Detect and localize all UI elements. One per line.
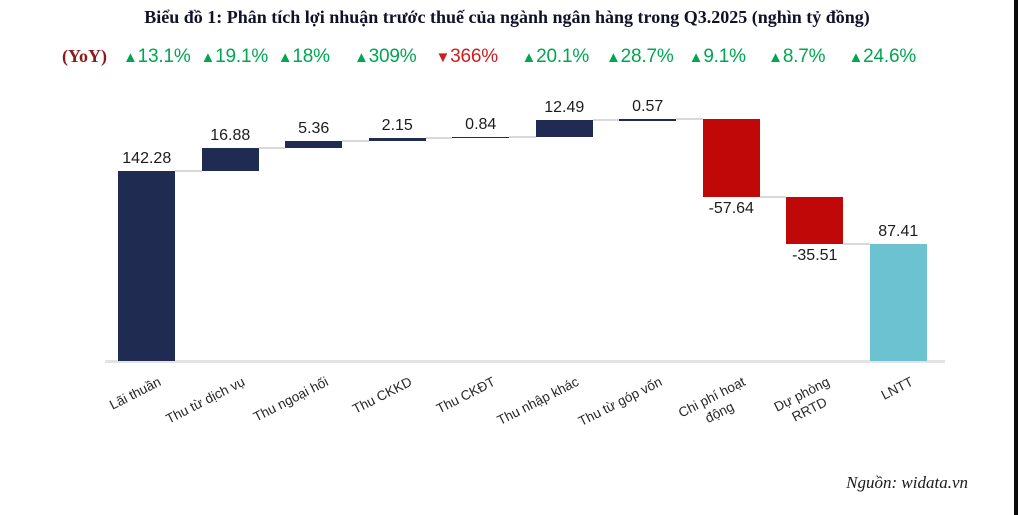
yoy-value: 24.6% [863,46,917,67]
waterfall-bar [869,244,927,361]
bar-value-label: 0.57 [632,98,664,116]
connector-line [258,147,286,150]
bar-value-label: -35.51 [792,247,838,265]
waterfall-bar [702,119,760,197]
connector-line [175,169,202,172]
triangle-up-icon: ▲ [848,49,864,66]
waterfall-bar [535,120,593,137]
waterfall-bar [118,170,176,361]
bar-value-label: 0.84 [465,115,497,133]
triangle-up-icon: ▲ [354,49,369,66]
waterfall-bar [285,140,343,149]
connector-line [676,118,703,121]
yoy-item: ▲20.1% [495,46,615,68]
bar-value-label: -57.64 [708,199,754,217]
x-axis-tick-label: Chi phí hoạt động [676,374,749,426]
connector-line [592,119,620,122]
yoy-value: 28.7% [620,46,674,67]
yoy-value: 9.1% [703,46,746,67]
yoy-item: ▼366% [407,46,527,68]
triangle-up-icon: ▲ [688,49,704,66]
yoy-item: ▲19.1% [174,46,294,68]
bar-value-label: 12.49 [544,99,585,117]
waterfall-bar [452,136,510,139]
yoy-item: ▲24.6% [822,46,942,68]
yoy-item: ▲28.7% [580,46,700,68]
connector-line [843,243,870,246]
bar-value-label: 142.28 [122,149,172,167]
chart-title: Biểu đồ 1: Phân tích lợi nhuận trước thu… [144,7,870,27]
waterfall-bar [368,137,426,141]
yoy-value: 309% [368,46,417,67]
yoy-value: 18% [292,46,330,67]
bar-value-label: 5.36 [298,119,330,137]
triangle-up-icon: ▲ [200,49,216,66]
page-right-border [1014,0,1018,515]
triangle-up-icon: ▲ [768,49,783,66]
x-axis-tick-label: Lãi thuần [107,374,164,413]
connector-line [425,136,453,139]
yoy-item: ▲309% [325,46,445,68]
connector-line [759,195,787,198]
yoy-value: 8.7% [782,46,826,67]
x-axis-tick-label: Thu ngoại hối [250,374,331,425]
triangle-down-icon: ▼ [435,49,451,66]
yoy-value: 19.1% [215,46,269,67]
source-attribution: Nguồn: widata.vn [846,473,968,492]
waterfall-bar [786,196,844,245]
triangle-up-icon: ▲ [122,49,138,66]
bar-value-label: 16.88 [210,127,251,145]
x-axis-line [105,360,945,363]
yoy-value: 366% [450,46,498,67]
yoy-item: ▲8.7% [737,46,857,68]
yoy-item: ▲9.1% [657,46,777,68]
triangle-up-icon: ▲ [277,49,293,66]
yoy-item: ▲18% [244,46,364,68]
connector-line [342,139,369,142]
x-axis-tick-label: Thu CKĐT [433,374,498,417]
x-axis-tick-label: Thu nhập khác [494,374,582,428]
x-axis-tick-label: Thu từ góp vốn [576,374,665,429]
waterfall-bar [619,119,677,121]
waterfall-bar [201,148,259,171]
x-axis-tick-label: Dự phòng RRTD [771,374,832,425]
yoy-value: 13.1% [137,46,191,67]
connector-line [509,135,536,138]
yoy-label: (YoY) [62,46,107,66]
x-axis-tick-label: Thu CKKD [349,374,415,417]
bar-value-label: 87.41 [878,223,919,241]
yoy-value: 20.1% [536,46,590,67]
yoy-item: ▲13.1% [97,46,217,68]
triangle-up-icon: ▲ [605,49,621,66]
triangle-up-icon: ▲ [521,49,537,66]
bar-value-label: 2.15 [381,116,413,134]
x-axis-tick-label: Thu từ dịch vụ [163,374,248,427]
x-axis-tick-label: LNTT [878,374,916,403]
